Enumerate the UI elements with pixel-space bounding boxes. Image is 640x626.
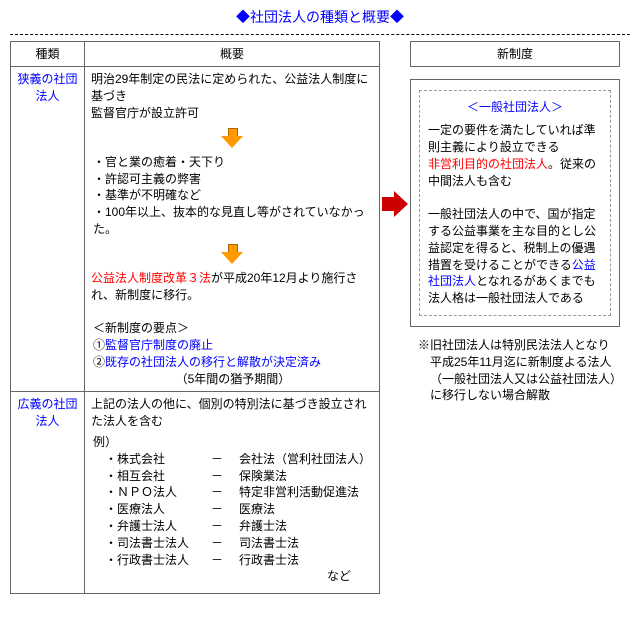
- new-system-box: ＜一般社団法人＞ 一定の要件を満たしていれば準則主義により設立できる 非営利目的…: [410, 79, 620, 327]
- new-p2a: 非営利目的の社団法人: [428, 157, 548, 171]
- r2a: 相互会社: [117, 468, 207, 485]
- broad-lead: 上記の法人の他に、個別の特別法に基づき設立された法人を含む: [91, 396, 373, 430]
- nado: など: [93, 568, 371, 585]
- narrow-b3: 基準が不明確など: [93, 187, 373, 204]
- row-narrow-overview: 明治29年制定の民法に定められた、公益法人制度に基づき 監督官庁が設立許可 官と…: [84, 67, 379, 392]
- dash: －: [207, 552, 227, 569]
- pt2c: （5年間の猶予期間）: [176, 372, 291, 386]
- r3b: 特定非営利活動促進法: [239, 485, 359, 499]
- row-narrow-type: 狭義の社団法人: [11, 67, 85, 392]
- narrow-label[interactable]: 狭義の社団法人: [17, 72, 77, 103]
- arrow-down-icon: [221, 244, 243, 264]
- r6a: 司法書士法人: [117, 535, 207, 552]
- footnote: ※旧社団法人は特別民法法人となり平成25年11月迄に新制度よる法人（一般社団法人…: [422, 337, 620, 404]
- header-type: 種類: [11, 41, 85, 67]
- pts-head: ＜新制度の要点＞: [93, 320, 373, 337]
- arrow-right-icon: [382, 191, 408, 217]
- broad-label[interactable]: 広義の社団法人: [17, 397, 77, 428]
- new-label: ＜一般社団法人＞: [428, 99, 602, 116]
- r1b: 会社法（営利社団法人）: [239, 452, 371, 466]
- r7b: 行政書士法: [239, 553, 299, 567]
- pt1b: 監督官庁制度の廃止: [105, 338, 213, 352]
- r7a: 行政書士法人: [117, 552, 207, 569]
- narrow-b2: 許認可主義の弊害: [93, 171, 373, 188]
- header-new: 新制度: [410, 41, 620, 68]
- r1a: 株式会社: [117, 451, 207, 468]
- pt2a: ②: [93, 355, 105, 369]
- pt1a: ①: [93, 338, 105, 352]
- dash: －: [207, 451, 227, 468]
- r5a: 弁護士法人: [117, 518, 207, 535]
- new-p1: 一定の要件を満たしていれば準則主義により設立できる: [428, 122, 602, 156]
- narrow-b4: 100年以上、抜本的な見直し等がされていなかった。: [93, 204, 373, 238]
- dash: －: [207, 535, 227, 552]
- dash: －: [207, 501, 227, 518]
- r3a: ＮＰＯ法人: [117, 484, 207, 501]
- narrow-p2a: 公益法人制度改革３法: [91, 271, 211, 285]
- arrow-down-icon: [221, 128, 243, 148]
- row-broad-overview: 上記の法人の他に、個別の特別法に基づき設立された法人を含む 例） ・株式会社－ …: [84, 392, 379, 594]
- r4a: 医療法人: [117, 501, 207, 518]
- divider: [10, 34, 630, 35]
- narrow-p1a: 明治29年制定の民法に定められた、公益法人制度に基づき: [91, 72, 368, 103]
- r5b: 弁護士法: [239, 519, 287, 533]
- row-broad-type: 広義の社団法人: [11, 392, 85, 594]
- r4b: 医療法: [239, 502, 275, 516]
- narrow-p1b: 監督官庁が設立許可: [91, 106, 199, 120]
- r6b: 司法書士法: [239, 536, 299, 550]
- main-table: 種類 概要 狭義の社団法人 明治29年制定の民法に定められた、公益法人制度に基づ…: [10, 41, 380, 595]
- ex-label: 例）: [93, 434, 371, 451]
- pt2b: 既存の社団法人の移行と解散が決定済み: [105, 355, 321, 369]
- dash: －: [207, 484, 227, 501]
- narrow-b1: 官と業の癒着・天下り: [93, 154, 373, 171]
- page-title: ◆社団法人の種類と概要◆: [0, 0, 640, 32]
- dash: －: [207, 468, 227, 485]
- new-system-column: 新制度 ＜一般社団法人＞ 一定の要件を満たしていれば準則主義により設立できる 非…: [410, 41, 620, 405]
- dash: －: [207, 518, 227, 535]
- header-overview: 概要: [84, 41, 379, 67]
- r2b: 保険業法: [239, 469, 287, 483]
